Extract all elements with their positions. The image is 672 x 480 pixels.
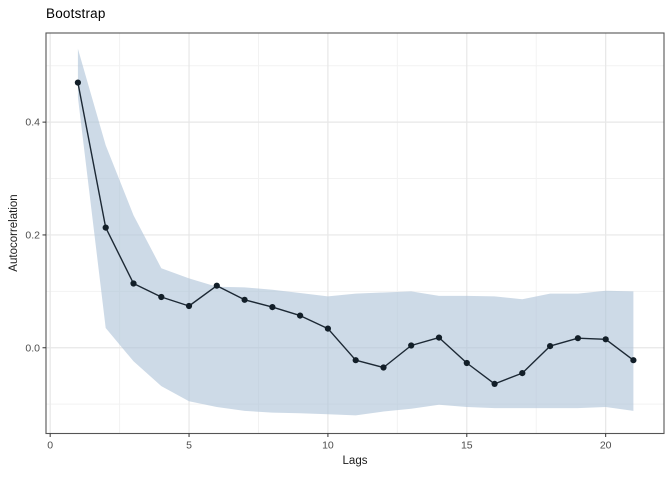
data-point-lag-15 (463, 359, 470, 367)
data-point-lag-7 (241, 296, 248, 303)
x-tick-label: 0 (47, 440, 53, 452)
y-axis-title: Autocorrelation (8, 194, 20, 272)
data-point-lag-11 (352, 357, 359, 364)
data-point-lag-13 (408, 342, 415, 349)
data-point-lag-14 (435, 334, 443, 341)
data-point-lag-4 (158, 293, 165, 301)
panel-border (45, 32, 665, 435)
bootstrap-interval-band (77, 48, 634, 416)
data-point-lag-21 (630, 357, 637, 364)
data-point-lag-2 (102, 224, 109, 231)
data-point-lag-10 (324, 325, 331, 332)
y-tick-label: 0.0 (25, 342, 40, 354)
data-point-lag-20 (602, 336, 609, 343)
chart-title: Bootstrap (46, 6, 106, 21)
data-point-lag-5 (185, 302, 193, 310)
data-point-lag-16 (491, 380, 498, 387)
data-point-lag-1 (74, 79, 81, 86)
data-point-lag-8 (269, 304, 276, 311)
y-tick-label: 0.4 (25, 117, 40, 129)
data-point-lag-3 (130, 280, 137, 287)
data-point-lag-9 (297, 312, 304, 319)
x-tick-label: 15 (461, 440, 473, 452)
data-point-lag-17 (519, 370, 526, 377)
data-point-lag-19 (574, 335, 582, 342)
x-tick-label: 5 (186, 440, 192, 452)
x-tick-label: 10 (322, 440, 334, 452)
x-tick-label: 20 (600, 440, 612, 452)
data-point-lag-18 (547, 343, 554, 350)
x-axis-title: Lags (342, 455, 368, 467)
y-tick-label: 0.2 (25, 229, 40, 241)
data-point-lag-12 (380, 364, 387, 371)
data-point-lag-6 (213, 282, 220, 289)
